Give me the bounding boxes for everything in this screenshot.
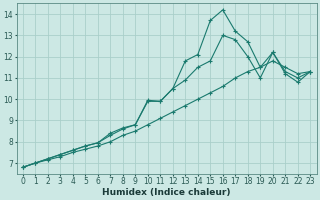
X-axis label: Humidex (Indice chaleur): Humidex (Indice chaleur) xyxy=(102,188,231,197)
